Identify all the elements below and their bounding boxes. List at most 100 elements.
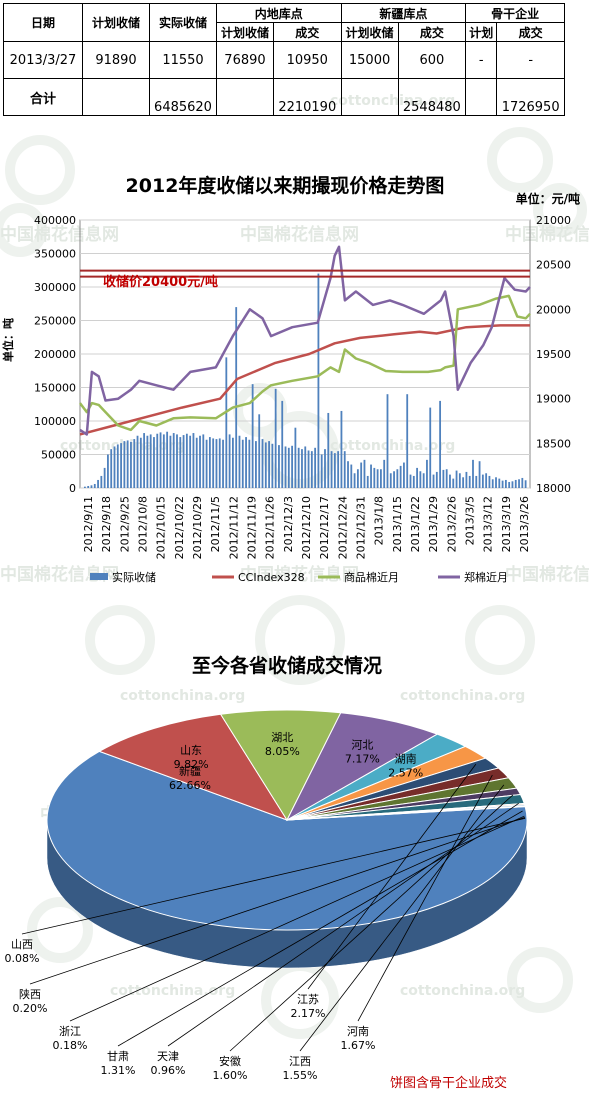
cell-inland-plan: 76890 (216, 41, 274, 79)
pie-slice (285, 712, 439, 822)
bar (205, 439, 208, 488)
xtick-label: 2013/3/12 (482, 496, 495, 552)
pie-label-value: 9.82% (174, 758, 209, 771)
bar (366, 475, 369, 488)
unit-right: 单位：元/吨 (516, 191, 580, 206)
xtick-label: 2012/11/12 (227, 496, 240, 559)
bar (403, 462, 405, 488)
bar (103, 467, 106, 488)
xtick-label: 2012/9/11 (82, 496, 95, 552)
cell-total-xinjiang-deal: 2548480 (397, 78, 467, 116)
bar (514, 479, 517, 488)
bar (212, 438, 215, 488)
bar (518, 479, 520, 488)
cell-backbone-deal: - (496, 41, 565, 79)
bar (356, 469, 359, 488)
pie-leader-line (117, 810, 523, 1047)
subheader-inland-plan: 计划收储 (216, 22, 274, 42)
xtick-label: 2013/3/26 (518, 496, 531, 552)
pie-label-name: 新疆 (179, 764, 201, 778)
bar (291, 445, 294, 488)
pie-title: 至今各省收储成交情况 (192, 654, 382, 677)
pie-label-name: 安徽 (219, 1054, 241, 1068)
bar (225, 357, 228, 488)
xtick-label: 2012/12/31 (355, 496, 368, 559)
pie-label-name: 陕西 (19, 987, 41, 1001)
bar (337, 451, 340, 488)
xtick-label: 2012/11/5 (209, 496, 222, 552)
bar (172, 433, 175, 488)
bar (278, 445, 280, 488)
bar (228, 434, 231, 488)
bar (373, 467, 376, 488)
bar (179, 437, 182, 488)
ytick-left-label: 0 (69, 482, 76, 495)
watermark-cn-2: 中国棉花信息网 (240, 224, 359, 245)
ytick-right-label: 20000 (536, 303, 571, 316)
bar (445, 469, 448, 488)
pie-note: 饼图含骨干企业成交 (390, 1075, 507, 1091)
bar (195, 437, 198, 488)
bar (107, 454, 109, 488)
bar (185, 433, 188, 488)
xtick-label: 2012/12/10 (300, 496, 313, 559)
pie-leader-line (357, 774, 493, 1022)
pie-label-value: 0.18% (53, 1039, 88, 1052)
watermark-cn-3: 中国棉花信息网 (505, 224, 589, 245)
ytick-right-label: 18500 (536, 437, 571, 450)
bar (120, 443, 122, 488)
bar (113, 446, 116, 488)
ytick-left-label: 400000 (34, 214, 76, 227)
bar (136, 435, 139, 488)
bar (274, 388, 277, 488)
bar (481, 474, 484, 488)
pie-label-name: 湖南 (395, 752, 417, 765)
bar (310, 451, 313, 488)
table-subheader-row: 计划收储 成交 计划收储 成交 计划 成交 (4, 22, 565, 42)
bar (143, 433, 146, 488)
bar (330, 451, 333, 488)
bar (383, 459, 386, 488)
bar (485, 473, 488, 488)
bar (376, 469, 379, 488)
header-actual: 实际收储 (149, 3, 217, 42)
cell-actual: 11550 (149, 41, 217, 79)
bar (409, 474, 412, 488)
legend-swatch (90, 573, 108, 580)
pie-label-value: 0.20% (13, 1002, 48, 1015)
bar (182, 435, 185, 488)
bar (215, 439, 218, 488)
watermark-en-5: cottonchina.org (400, 688, 525, 704)
xtick-label: 2012/10/22 (173, 496, 186, 559)
bar (472, 459, 474, 488)
pie-label-value: 0.96% (151, 1064, 186, 1077)
ytick-left-label: 300000 (34, 281, 76, 294)
bar (97, 479, 99, 488)
pie-label-value: 2.57% (388, 766, 423, 779)
bar (189, 435, 192, 488)
bar (465, 471, 468, 488)
table-row: 2013/3/27 91890 11550 76890 10950 15000 … (3, 41, 565, 79)
pie-slice (98, 713, 289, 821)
pie-label-value: 1.60% (213, 1069, 248, 1082)
watermark-cn-5: 中国棉花信息网 (240, 564, 359, 585)
bar (324, 449, 326, 488)
xtick-label: 2013/1/15 (391, 496, 404, 552)
cell-total-label: 合计 (3, 78, 83, 116)
bar (159, 432, 162, 488)
reserve-table: 日期 计划收储 实际收储 内地库点 新疆库点 骨干企业 计划收储 成交 计划收储… (3, 3, 565, 116)
xtick-label: 2013/3/5 (464, 496, 477, 545)
bar (412, 475, 415, 488)
pie-label-name: 甘肃 (107, 1050, 129, 1063)
bar (307, 450, 310, 488)
bar (406, 394, 409, 488)
cell-total-inland-deal: 2210190 (272, 78, 342, 116)
bar (281, 400, 284, 488)
bar (251, 384, 254, 488)
bar (439, 400, 442, 488)
bar (297, 447, 300, 488)
cell-backbone-plan: - (465, 41, 498, 79)
pie-label-name: 河南 (347, 1025, 369, 1038)
xtick-label: 2013/2/26 (445, 496, 458, 552)
